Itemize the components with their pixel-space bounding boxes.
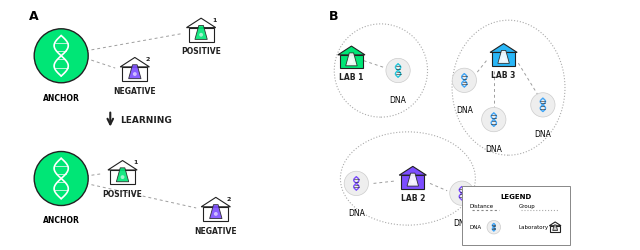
- Text: LAB 1: LAB 1: [339, 73, 364, 82]
- FancyBboxPatch shape: [492, 53, 515, 66]
- Polygon shape: [129, 66, 141, 79]
- Circle shape: [386, 59, 410, 83]
- Text: A: A: [29, 10, 39, 23]
- Polygon shape: [549, 222, 561, 226]
- Text: NEGATIVE: NEGATIVE: [113, 86, 156, 95]
- Circle shape: [349, 60, 353, 64]
- Circle shape: [554, 228, 556, 230]
- Text: B: B: [330, 10, 339, 23]
- Circle shape: [133, 73, 137, 77]
- Text: DNA: DNA: [456, 106, 473, 114]
- Circle shape: [34, 30, 88, 84]
- Polygon shape: [201, 198, 230, 207]
- Polygon shape: [116, 168, 129, 182]
- Polygon shape: [210, 205, 222, 219]
- Polygon shape: [407, 174, 419, 186]
- Circle shape: [450, 181, 474, 206]
- Text: 1: 1: [134, 160, 138, 165]
- FancyBboxPatch shape: [340, 56, 363, 69]
- Circle shape: [452, 69, 477, 93]
- Text: DNA: DNA: [534, 130, 551, 139]
- Circle shape: [199, 34, 203, 38]
- Text: DNA: DNA: [485, 144, 502, 154]
- Text: LEARNING: LEARNING: [120, 116, 172, 124]
- FancyBboxPatch shape: [189, 28, 214, 43]
- Text: 1: 1: [212, 18, 216, 23]
- Circle shape: [531, 93, 555, 118]
- Text: DNA: DNA: [469, 224, 481, 229]
- Polygon shape: [108, 161, 137, 170]
- Circle shape: [502, 58, 506, 61]
- FancyBboxPatch shape: [550, 226, 560, 232]
- FancyBboxPatch shape: [462, 186, 570, 245]
- FancyBboxPatch shape: [204, 207, 228, 221]
- Text: Laboratory: Laboratory: [518, 224, 548, 229]
- Text: ANCHOR: ANCHOR: [43, 93, 79, 102]
- Polygon shape: [186, 19, 216, 28]
- Circle shape: [34, 152, 88, 206]
- Text: DNA: DNA: [454, 218, 470, 227]
- Text: DNA: DNA: [348, 208, 365, 217]
- Circle shape: [411, 180, 415, 184]
- Polygon shape: [338, 47, 365, 56]
- Text: Distance: Distance: [469, 204, 493, 208]
- Text: 2: 2: [146, 57, 150, 62]
- Text: DNA: DNA: [390, 96, 406, 105]
- Text: 2: 2: [227, 196, 231, 202]
- Text: ANCHOR: ANCHOR: [43, 216, 79, 224]
- Polygon shape: [553, 225, 557, 230]
- Circle shape: [344, 172, 369, 196]
- Circle shape: [487, 220, 500, 234]
- Text: LAB 3: LAB 3: [492, 70, 516, 80]
- Polygon shape: [498, 51, 509, 64]
- Polygon shape: [120, 58, 149, 68]
- Circle shape: [214, 212, 218, 216]
- Text: POSITIVE: POSITIVE: [102, 189, 143, 198]
- FancyBboxPatch shape: [401, 176, 424, 189]
- Text: Group: Group: [518, 204, 535, 208]
- Polygon shape: [399, 167, 426, 175]
- Text: LEGEND: LEGEND: [500, 194, 531, 200]
- Text: LAB 2: LAB 2: [401, 193, 425, 202]
- Polygon shape: [195, 26, 207, 40]
- FancyBboxPatch shape: [110, 170, 135, 185]
- Polygon shape: [490, 44, 517, 53]
- Polygon shape: [346, 54, 357, 66]
- Circle shape: [482, 108, 506, 132]
- Circle shape: [120, 176, 125, 179]
- Text: NEGATIVE: NEGATIVE: [195, 226, 237, 234]
- FancyBboxPatch shape: [122, 68, 147, 82]
- Text: POSITIVE: POSITIVE: [181, 47, 221, 56]
